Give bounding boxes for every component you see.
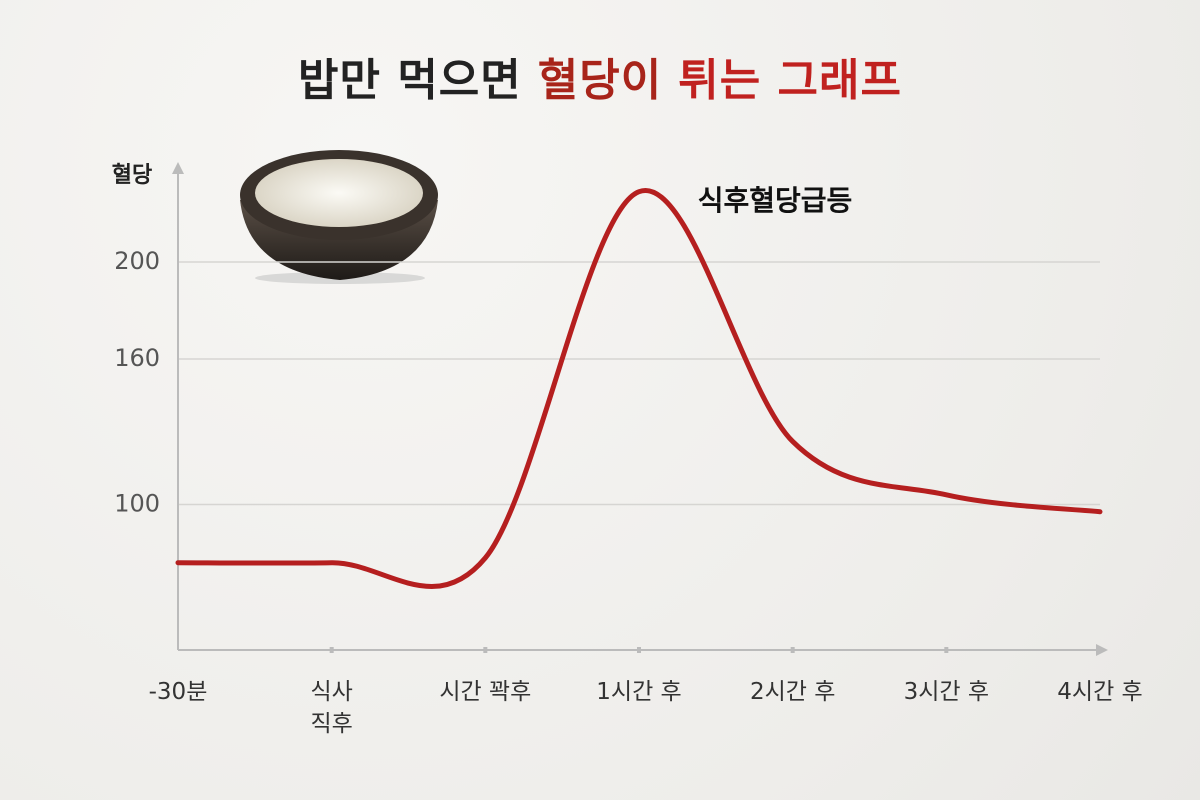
title-part: 혈당이 xyxy=(537,55,663,106)
annotation: 식후혈당급등 xyxy=(698,184,853,217)
x-tick xyxy=(329,647,334,653)
x-tick-label: 1시간 후 xyxy=(596,679,682,705)
x-tick-label: 4시간 후 xyxy=(1057,679,1143,705)
x-tick-label: 식사 직후 xyxy=(310,679,353,737)
rice-bowl xyxy=(240,150,438,284)
title-part: 튀는 그래프 xyxy=(678,55,902,106)
x-tick xyxy=(944,647,949,653)
x-tick xyxy=(483,647,488,653)
y-axis-arrow xyxy=(172,162,184,174)
y-tick-label: 100 xyxy=(114,490,160,518)
x-tick-label: 시간 꽉후 xyxy=(439,679,532,705)
x-tick xyxy=(637,647,641,653)
y-tick-label: 160 xyxy=(114,344,160,372)
y-tick-label: 200 xyxy=(114,247,160,275)
title-part: 밥만 먹으면 xyxy=(298,55,522,106)
x-tick-label: 3시간 후 xyxy=(903,679,990,705)
x-tick-label: 2시간 후 xyxy=(749,679,836,705)
x-tick xyxy=(790,647,795,653)
x-tick-label: -30분 xyxy=(148,679,208,705)
chart-title: 밥만 먹으면 혈당이 튀는 그래프 xyxy=(0,44,1200,108)
y-axis-label: 혈당 xyxy=(112,163,152,188)
x-tick xyxy=(1098,647,1102,653)
line xyxy=(175,188,1103,589)
